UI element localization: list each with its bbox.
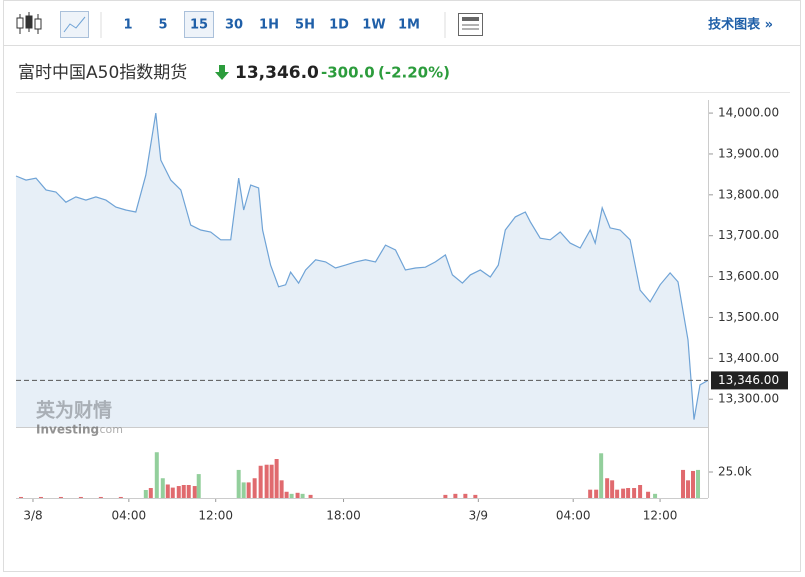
y-tick-label: 13,900.00: [718, 146, 779, 160]
volume-bar: [463, 493, 468, 498]
y-tick-label: 13,500.00: [718, 310, 779, 324]
volume-bar: [588, 489, 593, 498]
volume-bar: [246, 482, 251, 498]
x-tick-label: 3/8: [23, 509, 42, 523]
volume-bar: [160, 478, 165, 498]
volume-bar: [176, 486, 181, 498]
volume-bar: [632, 488, 637, 498]
down-arrow: [215, 65, 229, 80]
interval-button[interactable]: 5: [158, 18, 167, 33]
volume-bar: [181, 485, 186, 498]
volume-bar: [264, 464, 269, 498]
interval-button[interactable]: 30: [225, 18, 243, 33]
x-tick-label: 04:00: [556, 509, 591, 523]
interval-button[interactable]: 1H: [259, 18, 279, 33]
price-area: [16, 113, 708, 427]
volume-bar: [621, 488, 626, 498]
volume-bar: [610, 480, 615, 498]
price: 13,346.0: [235, 63, 319, 83]
volume-bar: [148, 488, 153, 498]
tech-chart-link[interactable]: 技术图表 »: [708, 17, 773, 33]
volume-bar: [284, 491, 289, 498]
watermark-en: Investing: [36, 423, 99, 437]
volume-bar: [289, 493, 294, 498]
volume-bar: [691, 470, 696, 498]
volume-bar: [646, 491, 651, 498]
volume-bar: [38, 496, 43, 498]
interval-button[interactable]: 1W: [362, 18, 385, 33]
interval-button[interactable]: 15: [190, 18, 208, 33]
volume-bar: [626, 488, 631, 498]
candle-icon[interactable]: [16, 12, 42, 34]
volume-bar: [308, 494, 313, 498]
volume-bar: [143, 489, 148, 498]
volume-bar: [98, 496, 103, 498]
volume-bar: [241, 482, 246, 498]
volume-bar: [453, 493, 458, 498]
interval-button[interactable]: 1D: [329, 18, 349, 33]
x-tick-label: 12:00: [198, 509, 233, 523]
volume-tick-label: 25.0k: [718, 465, 752, 479]
volume-bar: [269, 464, 274, 498]
volume-bar: [605, 478, 610, 498]
x-tick-label: 18:00: [326, 509, 361, 523]
volume-bar: [192, 486, 197, 498]
volume-bar: [186, 485, 191, 498]
volume-bar: [443, 494, 448, 498]
y-tick-label: 13,600.00: [718, 269, 779, 283]
volume-bar: [154, 452, 159, 498]
last-price-box: [711, 371, 788, 390]
line-icon: [63, 16, 86, 33]
volume-bar: [653, 493, 658, 498]
y-tick-label: 13,300.00: [718, 392, 779, 406]
volume-bar: [599, 453, 604, 498]
change-pct: (-2.20%): [378, 64, 450, 82]
x-tick-label: 3/9: [469, 509, 488, 523]
volume-bar: [118, 496, 123, 498]
volume-bar: [300, 493, 305, 498]
volume-bar: [638, 485, 643, 498]
volume-bar: [18, 496, 23, 498]
volume-bar: [594, 489, 599, 498]
volume-bar: [274, 459, 279, 498]
volume-bar: [686, 480, 691, 498]
x-tick-label: 12:00: [643, 509, 678, 523]
volume-bar: [295, 492, 300, 498]
volume-bar: [170, 487, 175, 498]
y-tick-label: 13,400.00: [718, 351, 779, 365]
volume-bar: [681, 469, 686, 498]
volume-bar: [615, 489, 620, 498]
line-icon-box[interactable]: [60, 11, 89, 38]
volume-bar: [165, 484, 170, 498]
price-line: [15, 113, 709, 420]
volume-bar: [58, 496, 63, 498]
volume-bar: [236, 469, 241, 498]
table-icon[interactable]: [458, 13, 483, 36]
y-tick-label: 13,700.00: [718, 228, 779, 242]
interval-button[interactable]: 5H: [295, 18, 315, 33]
last-price-label: 13,346.00: [718, 373, 779, 387]
x-tick-label: 04:00: [112, 509, 147, 523]
interval-selected: [184, 11, 214, 38]
change: -300.0: [321, 64, 375, 82]
instrument-name: 富时中国A50指数期货: [18, 63, 187, 83]
y-tick-label: 14,000.00: [718, 106, 779, 120]
watermark-cn: 英为财情: [36, 399, 112, 422]
y-tick-label: 13,800.00: [718, 187, 779, 201]
watermark-suffix: .com: [96, 423, 123, 436]
volume-bar: [78, 496, 83, 498]
interval-button[interactable]: 1: [123, 18, 132, 33]
volume-bar: [252, 478, 257, 498]
volume-bar: [258, 465, 263, 498]
volume-bar: [696, 469, 701, 498]
volume-bar: [473, 494, 478, 498]
volume-bar: [196, 474, 201, 498]
volume-bar: [279, 480, 284, 498]
interval-button[interactable]: 1M: [398, 18, 420, 33]
